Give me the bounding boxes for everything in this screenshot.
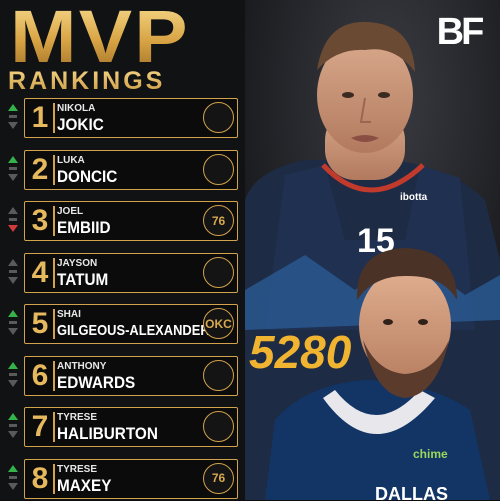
bottom-player [265,248,490,500]
title-mvp: MVP [10,0,261,74]
divider [53,360,55,391]
dash-icon [9,269,17,273]
trend-indicator [8,464,18,493]
player-photo: 15 ibotta 5280 chime DALLAS [245,0,500,500]
arrow-down-icon [8,225,18,232]
divider [53,463,55,494]
mavericks-logo-icon [203,153,234,185]
rank-number: 1 [31,101,49,134]
dash-icon [9,115,17,118]
dash-icon [9,372,17,376]
player-card: 4 JAYSON TATUM [24,252,238,293]
rank-number: 8 [31,461,49,495]
player-first-name: JOEL [57,206,84,217]
dash-icon [9,166,17,170]
trend-indicator [8,155,18,184]
dash-icon [9,218,17,221]
arrow-up-icon [8,464,18,472]
player-first-name: JAYSON [57,257,98,269]
jersey-text-5280: 5280 [249,326,352,378]
celtics-logo-icon [203,256,234,288]
divider [53,412,55,442]
divider [53,206,55,236]
trend-indicator [8,207,18,235]
trend-indicator [8,258,18,287]
arrow-down-icon [8,431,18,438]
arrow-up-icon [8,413,18,420]
player-card: 8 TYRESE MAXEY 76 [24,458,238,499]
player-last-name: GILGEOUS-ALEXANDER [57,322,210,339]
player-first-name: ANTHONY [57,360,107,372]
ranking-row: 5 SHAI GILGEOUS-ALEXANDER OKC [0,302,245,346]
arrow-down-icon [8,482,18,490]
rankings-panel: MVP RANKINGS 1 NIKOLA JOKIC 2 LUKA DONCIC 3 JOE… [0,0,245,500]
dash-icon [9,475,17,479]
player-card: 6 ANTHONY EDWARDS [24,355,238,396]
trend-indicator [8,104,18,132]
player-first-name: LUKA [57,154,85,166]
player-last-name: JOKIC [57,115,104,134]
rank-number: 3 [31,204,49,237]
ranking-row: 8 TYRESE MAXEY 76 [0,457,245,501]
arrow-up-icon [8,104,18,111]
player-card: 2 LUKA DONCIC [24,149,238,190]
rank-number: 7 [31,410,49,443]
thunder-logo-icon: OKC [203,308,234,339]
dash-icon [9,424,17,427]
arrow-down-icon [8,122,18,129]
player-first-name: TYRESE [57,463,98,475]
timberwolves-logo-icon [203,359,234,391]
brand-logo: BF [436,11,485,53]
divider [53,309,55,339]
player-last-name: EMBIID [57,218,111,237]
arrow-up-icon [8,310,18,317]
ranking-row: 1 NIKOLA JOKIC [0,96,245,140]
title-rankings: RANKINGS [8,66,242,96]
player-last-name: TATUM [57,269,109,289]
player-first-name: NIKOLA [57,103,96,114]
player-last-name: MAXEY [57,475,112,495]
player-last-name: DONCIC [57,166,118,186]
arrow-down-icon [8,379,18,387]
jersey-text-dallas: DALLAS [375,484,448,500]
player-card: 7 TYRESE HALIBURTON [24,407,238,447]
divider [53,103,55,133]
trend-indicator [8,361,18,390]
trend-indicator [8,413,18,441]
player-photo-panel: 15 ibotta 5280 chime DALLAS BF [245,0,500,500]
trend-indicator [8,310,18,338]
arrow-up-icon [8,155,18,163]
rank-number: 4 [31,255,49,289]
ranking-row: 4 JAYSON TATUM [0,251,245,295]
jersey-brand-ibotta: ibotta [400,192,428,203]
arrow-up-icon [8,361,18,369]
76ers-logo-icon: 76 [203,462,234,494]
ranking-row: 3 JOEL EMBIID 76 [0,199,245,243]
ranking-row: 2 LUKA DONCIC [0,148,245,192]
pacers-logo-icon [203,411,234,442]
ranking-row: 7 TYRESE HALIBURTON [0,405,245,449]
player-first-name: SHAI [57,309,81,320]
player-card: 5 SHAI GILGEOUS-ALEXANDER OKC [24,304,238,344]
arrow-up-icon [8,258,18,266]
divider [53,154,55,185]
arrow-down-icon [8,173,18,181]
player-card: 1 NIKOLA JOKIC [24,98,238,138]
rank-number: 5 [31,307,49,340]
nuggets-logo-icon [203,102,234,133]
dash-icon [9,321,17,324]
jersey-brand-chime: chime [413,447,448,461]
76ers-logo-icon: 76 [203,205,234,236]
player-first-name: TYRESE [57,412,98,423]
arrow-down-icon [8,276,18,284]
player-last-name: EDWARDS [57,372,136,392]
arrow-up-icon [8,207,18,214]
rank-number: 2 [31,152,49,186]
arrow-down-icon [8,328,18,335]
ranking-row: 6 ANTHONY EDWARDS [0,354,245,398]
player-card: 3 JOEL EMBIID 76 [24,201,238,241]
player-last-name: HALIBURTON [57,424,158,443]
rank-number: 6 [31,358,49,392]
divider [53,257,55,288]
